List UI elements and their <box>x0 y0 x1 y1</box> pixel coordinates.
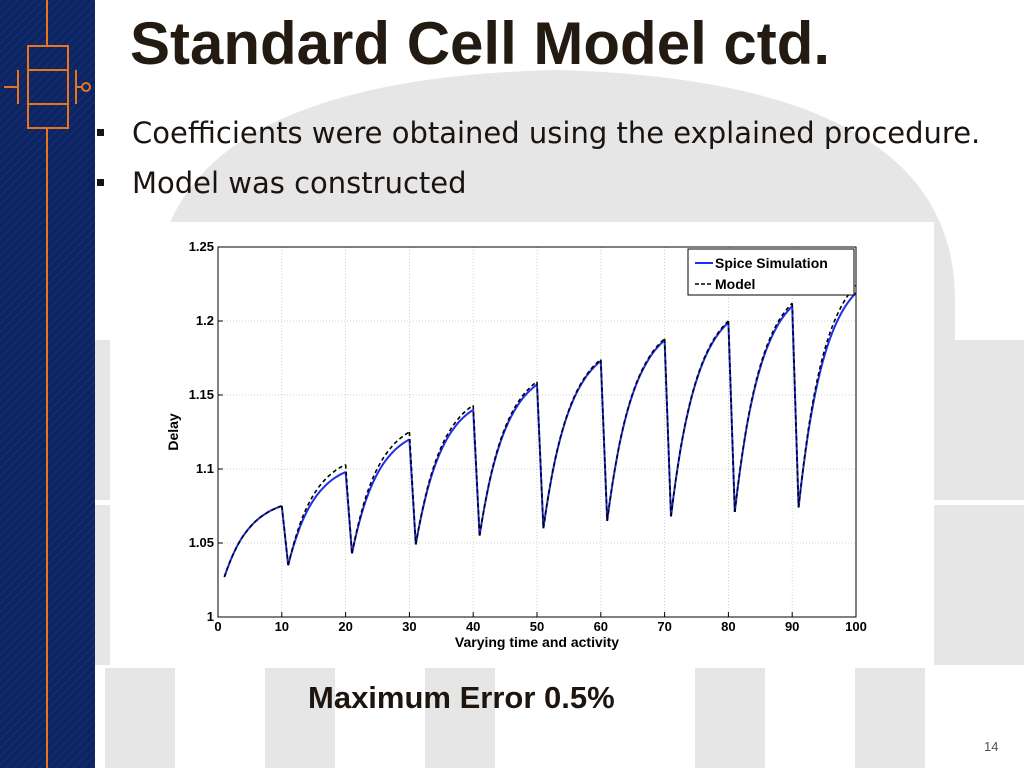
spice-simulation-line-drop <box>727 322 736 512</box>
x-tick-label: 10 <box>275 619 289 634</box>
model-line <box>351 431 410 554</box>
model-line <box>287 463 346 566</box>
page-number: 14 <box>984 739 999 754</box>
spice-simulation-line <box>223 505 283 578</box>
chart-panel: 0 10 20 30 40 50 60 70 80 90 100 1 1.05 1.1 1.15 1.2 1.2… <box>110 222 934 666</box>
bullet-text: Coefficients were obtained using the exp… <box>132 116 981 150</box>
chart-ticks: 0 10 20 30 40 50 60 70 80 90 100 1 1.05 1.1 1.15 1.2 1.2… <box>189 239 867 634</box>
bullet-marker-icon <box>97 179 104 186</box>
sidebar-decoration <box>0 0 95 768</box>
x-tick-label: 100 <box>845 619 867 634</box>
model-line <box>606 338 666 521</box>
model-line-drop <box>727 320 736 512</box>
model-line <box>797 284 857 508</box>
legend-label-model: Model <box>715 276 755 292</box>
spice-simulation-line-drop <box>344 471 353 554</box>
chart-grid <box>217 246 857 618</box>
x-tick-label: 90 <box>785 619 799 634</box>
model-line <box>478 381 538 536</box>
spice-simulation-line <box>351 438 410 554</box>
spice-simulation-line-drop <box>791 306 800 508</box>
model-line-drop <box>791 303 800 508</box>
chart-legend: Spice Simulation Model <box>687 248 855 296</box>
model-line <box>542 358 602 529</box>
x-tick-label: 50 <box>530 619 544 634</box>
model-line-drop <box>408 431 417 545</box>
y-tick-label: 1.2 <box>196 313 214 328</box>
plot-frame <box>217 246 857 618</box>
transistor-symbol-icon <box>4 0 91 768</box>
spice-simulation-line <box>287 471 347 566</box>
spice-simulation-line <box>606 339 666 521</box>
bullet-list: Coefficients were obtained using the exp… <box>94 110 980 210</box>
model-line-drop <box>600 359 608 521</box>
slide-title: Standard Cell Model ctd. <box>130 10 831 77</box>
bullet-item: Model was constructed <box>94 160 980 210</box>
chart-lines <box>223 284 857 578</box>
spice-simulation-line-drop <box>472 409 481 536</box>
max-error-text: Maximum Error 0.5% <box>308 680 615 715</box>
model-line-drop <box>663 338 672 517</box>
model-line <box>415 404 474 545</box>
model-line-drop <box>536 381 545 529</box>
y-axis-label: Delay <box>165 413 181 451</box>
spice-simulation-line <box>797 292 857 508</box>
delay-chart: 0 10 20 30 40 50 60 70 80 90 100 1 1.05 1.1 1.15 1.2 1.2… <box>165 239 867 650</box>
spice-simulation-line <box>733 305 793 513</box>
model-line <box>734 302 793 512</box>
y-tick-label: 1 <box>207 609 214 624</box>
x-tick-label: 80 <box>721 619 735 634</box>
model-line <box>670 320 729 517</box>
spice-simulation-line-drop <box>599 360 609 521</box>
legend-label-spice: Spice Simulation <box>715 255 828 271</box>
spice-simulation-line <box>414 408 474 545</box>
x-tick-label: 70 <box>657 619 671 634</box>
spice-simulation-line-drop <box>663 340 672 517</box>
bullet-text: Model was constructed <box>132 166 467 200</box>
y-tick-label: 1.25 <box>189 239 214 254</box>
x-tick-label: 60 <box>594 619 608 634</box>
x-tick-label: 20 <box>338 619 352 634</box>
y-tick-label: 1.1 <box>196 461 214 476</box>
spice-simulation-line <box>542 360 602 529</box>
model-line-drop <box>472 405 481 536</box>
x-tick-label: 40 <box>466 619 480 634</box>
x-axis-label: Varying time and activity <box>455 634 619 650</box>
model-line-drop <box>344 464 353 554</box>
legend-box <box>687 248 855 296</box>
model-line <box>223 505 283 578</box>
bullet-marker-icon <box>97 129 104 136</box>
x-tick-label: 30 <box>402 619 416 634</box>
model-line-drop <box>281 505 289 566</box>
y-tick-label: 1.05 <box>189 535 214 550</box>
x-tick-label: 0 <box>214 619 221 634</box>
spice-simulation-line <box>670 321 730 517</box>
bullet-item: Coefficients were obtained using the exp… <box>94 110 980 160</box>
y-tick-label: 1.15 <box>189 387 214 402</box>
spice-simulation-line <box>478 383 538 536</box>
